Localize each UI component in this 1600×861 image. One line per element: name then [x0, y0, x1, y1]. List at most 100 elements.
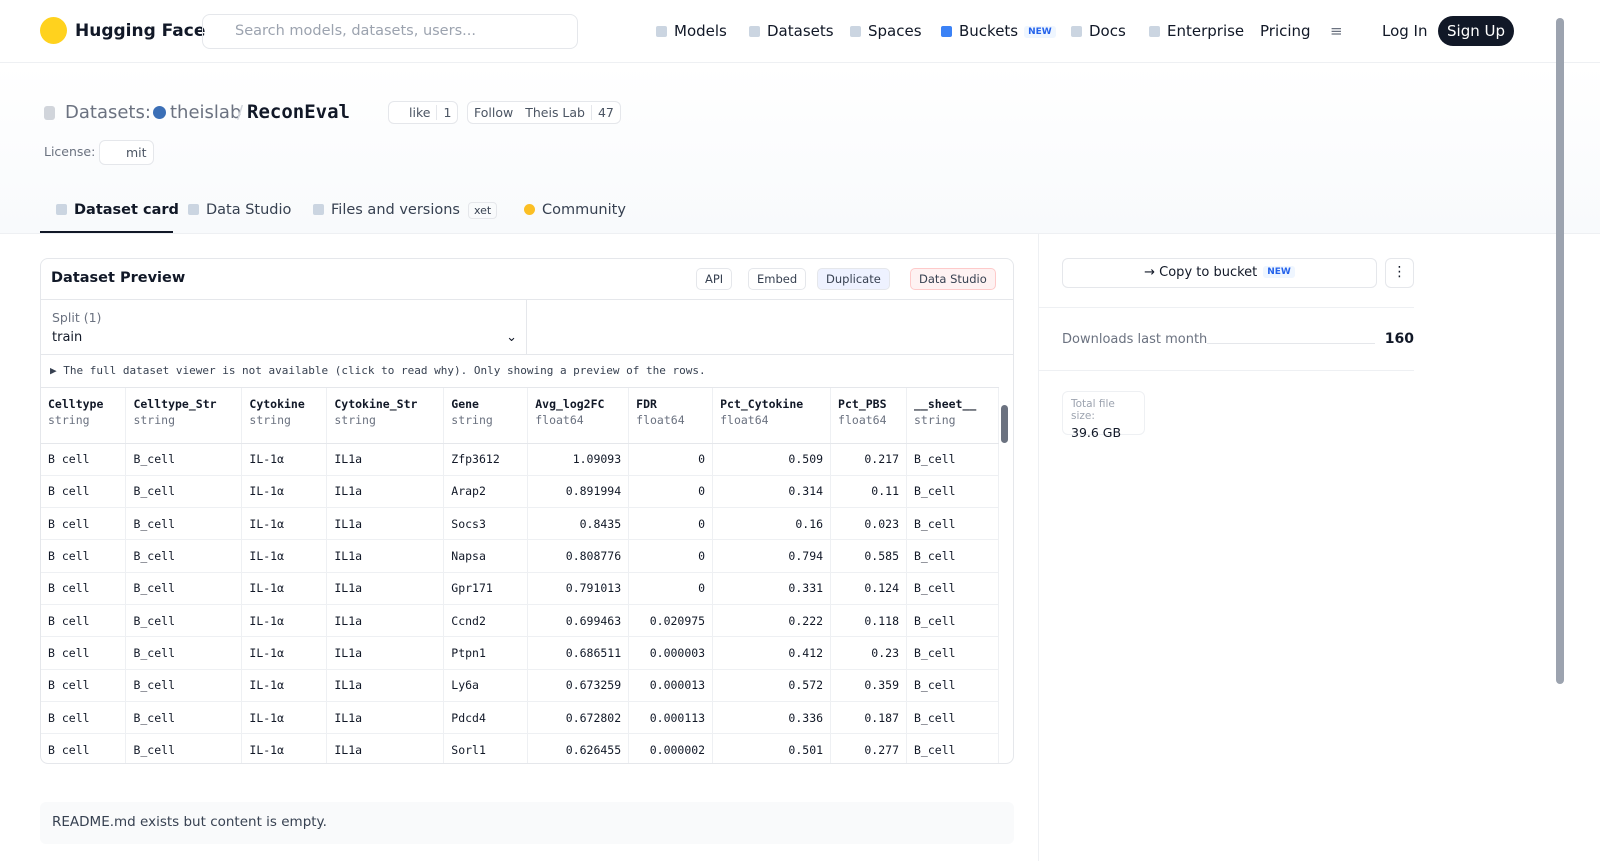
like-count: 1	[436, 105, 457, 120]
table-cell: 0.501	[712, 733, 832, 763]
table-cell: 0.277	[830, 733, 907, 763]
nav-link[interactable]: Models	[656, 22, 727, 40]
table-cell: Napsa	[443, 539, 529, 573]
nav-link[interactable]: Pricing	[1260, 22, 1311, 40]
nav-link[interactable]: Datasets	[749, 22, 834, 40]
scrollbar-thumb[interactable]	[1001, 405, 1008, 443]
table-cell: B cell	[41, 475, 127, 509]
data-table: Celltype string Celltype_Str string Cytokine…	[41, 388, 999, 763]
split-value: train	[52, 330, 83, 345]
split-select[interactable]: train ⌄	[52, 330, 517, 345]
table-cell: 0.673259	[527, 669, 630, 702]
viewer-notice[interactable]: ▶ The full dataset viewer is not availab…	[50, 364, 706, 377]
signup[interactable]: Sign Up	[1438, 16, 1514, 46]
nav-link[interactable]: Spaces	[850, 22, 922, 40]
table-cell: B_cell	[125, 572, 243, 605]
nav-link[interactable]: Enterprise	[1149, 22, 1244, 40]
table-cell: IL1a	[326, 475, 445, 509]
table-cell: Ccnd2	[443, 604, 529, 638]
table-cell: B_cell	[906, 539, 999, 573]
table-cell: B cell	[41, 443, 127, 476]
table-cell: 0	[628, 507, 714, 541]
more-menu[interactable]: ≡	[1330, 22, 1343, 40]
table-cell: B cell	[41, 669, 127, 702]
repo-owner[interactable]: theislab	[170, 102, 242, 123]
table-cell: 0.23	[830, 636, 907, 670]
tab[interactable]: Dataset card	[56, 202, 179, 218]
like-button[interactable]: like 1	[388, 101, 459, 124]
table-cell: IL1a	[326, 604, 445, 638]
new-badge: NEW	[1024, 26, 1056, 38]
tab[interactable]: Community	[524, 202, 626, 218]
table-row: B cell B_cell IL-1α IL1a Sorl1 0.626455 0.0000…	[41, 733, 999, 763]
follow-count: 47	[590, 105, 620, 120]
table-cell: 0.000113	[628, 701, 714, 735]
column-header: Celltype string	[41, 388, 127, 444]
table-cell: 0.359	[830, 669, 907, 702]
embed-button[interactable]: Embed	[748, 268, 807, 290]
logo[interactable]	[40, 17, 67, 44]
search-box[interactable]: Search models, datasets, users...	[202, 14, 578, 49]
column-type: float64	[636, 413, 685, 427]
column-type: string	[133, 413, 175, 427]
follow-button[interactable]: Follow Theis Lab 47	[467, 101, 621, 124]
table-cell: B cell	[41, 539, 127, 573]
tab[interactable]: Files and versions xet	[313, 202, 498, 219]
table-cell: 0.000002	[628, 733, 714, 763]
brand[interactable]: Hugging Face	[75, 21, 206, 41]
column-header: Cytokine_Str string	[326, 388, 445, 444]
login[interactable]: Log In	[1382, 22, 1428, 40]
license-text: mit	[126, 145, 147, 160]
table-row: B cell B_cell IL-1α IL1a Ccnd2 0.699463 0.0209…	[41, 604, 999, 638]
table-cell: IL1a	[326, 669, 445, 702]
table-cell: 0.000003	[628, 636, 714, 670]
table-row: B cell B_cell IL-1α IL1a Ly6a 0.673259 0.00001…	[41, 669, 999, 702]
downloads-count: 160	[1384, 331, 1414, 347]
table-cell: 0.585	[830, 539, 907, 573]
tab-text: Community	[542, 202, 626, 218]
page-scrollbar[interactable]	[1556, 18, 1564, 684]
table-cell: 0.187	[830, 701, 907, 735]
table-cell: B cell	[41, 733, 127, 763]
table-row: B cell B_cell IL-1α IL1a Arap2 0.891994 0 0.314…	[41, 475, 999, 509]
nav-link[interactable]: Docs	[1071, 22, 1126, 40]
table-cell: 0.509	[712, 443, 832, 476]
table-cell: B_cell	[906, 701, 999, 735]
repo-name[interactable]: ReconEval	[247, 101, 350, 123]
tab-text: Dataset card	[74, 202, 179, 218]
split-label: Split (1)	[52, 310, 102, 325]
table-cell: 0.118	[830, 604, 907, 638]
viewer-notice-text: The full dataset viewer is not available…	[63, 364, 706, 377]
table-cell: B_cell	[125, 669, 243, 702]
table-cell: 0.8435	[527, 507, 630, 541]
table-cell: B_cell	[906, 572, 999, 605]
table-cell: B_cell	[906, 475, 999, 509]
table-cell: 0.686511	[527, 636, 630, 670]
table-cell: Gpr171	[443, 572, 529, 605]
table-cell: IL-1α	[241, 539, 328, 573]
table-cell: IL1a	[326, 636, 445, 670]
dataset-preview: Dataset Preview API Embed Duplicate Data…	[40, 258, 1014, 764]
copy-bucket-button[interactable]: → Copy to bucket NEW	[1062, 258, 1377, 288]
nav-link-text: Enterprise	[1167, 22, 1245, 40]
table-cell: 0.891994	[527, 475, 630, 509]
table-cell: 0	[628, 443, 714, 476]
preview-title: Dataset Preview	[51, 270, 186, 286]
file-size-box: Total file size: 39.6 GB	[1062, 391, 1145, 440]
column-type: string	[914, 413, 956, 427]
nav-link[interactable]: Buckets NEW	[941, 22, 1056, 40]
duplicate-button[interactable]: Duplicate	[817, 268, 890, 290]
data-studio-button[interactable]: Data Studio	[910, 268, 996, 290]
column-type: float64	[720, 413, 769, 427]
api-button[interactable]: API	[696, 268, 733, 290]
repo-prefix[interactable]: Datasets:	[65, 102, 151, 123]
column-name: Cytokine	[249, 397, 305, 411]
column-type: string	[249, 413, 291, 427]
license-tag[interactable]: mit	[99, 140, 154, 165]
nav-link-text: Docs	[1089, 22, 1126, 40]
like-text: like	[409, 105, 431, 120]
more-button[interactable]: ⋮	[1385, 258, 1414, 288]
column-header: Gene string	[443, 388, 529, 444]
table-cell: B_cell	[125, 475, 243, 509]
tab[interactable]: Data Studio	[188, 202, 291, 218]
